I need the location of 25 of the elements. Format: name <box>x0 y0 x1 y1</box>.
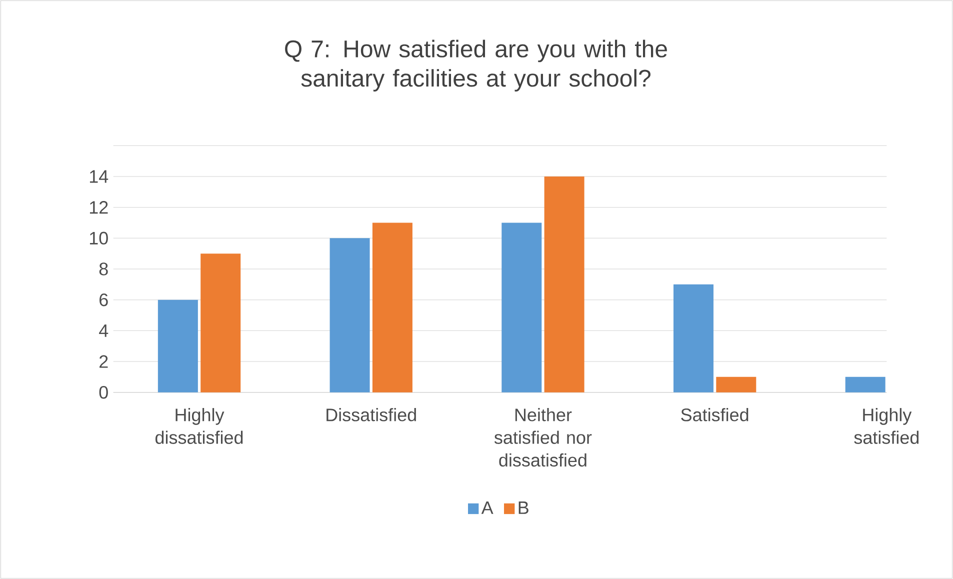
legend-label: A <box>481 502 494 514</box>
x-tick-label: Dissatisfied <box>326 408 416 422</box>
bar <box>673 284 714 392</box>
chart-title: Q 7: How satisfied are you with the sanitary facilities at your school? <box>285 40 667 92</box>
x-tick-label: Neither satisfied nor dissatisfied <box>494 408 592 467</box>
bar <box>716 376 756 392</box>
bar <box>845 376 886 392</box>
y-tick-label: 6 <box>100 293 108 306</box>
y-tick-label: 0 <box>99 386 108 399</box>
bar <box>544 176 584 392</box>
y-tick-label: 14 <box>90 170 108 183</box>
x-tick-label: Highly dissatisfied <box>155 408 243 444</box>
y-tick-label: 2 <box>100 355 108 368</box>
y-tick-label: 10 <box>90 232 108 245</box>
y-tick-label: 4 <box>99 324 108 337</box>
bar <box>372 222 412 392</box>
bar <box>502 222 542 392</box>
x-tick-label: Satisfied <box>681 408 748 422</box>
x-tick-label: Highly satisfied <box>854 408 919 444</box>
y-tick-label: 8 <box>99 262 108 276</box>
y-tick-label: 12 <box>90 201 108 214</box>
bar <box>200 254 241 392</box>
bar <box>330 238 370 392</box>
bar <box>158 300 198 392</box>
legend-label: B <box>518 502 528 514</box>
